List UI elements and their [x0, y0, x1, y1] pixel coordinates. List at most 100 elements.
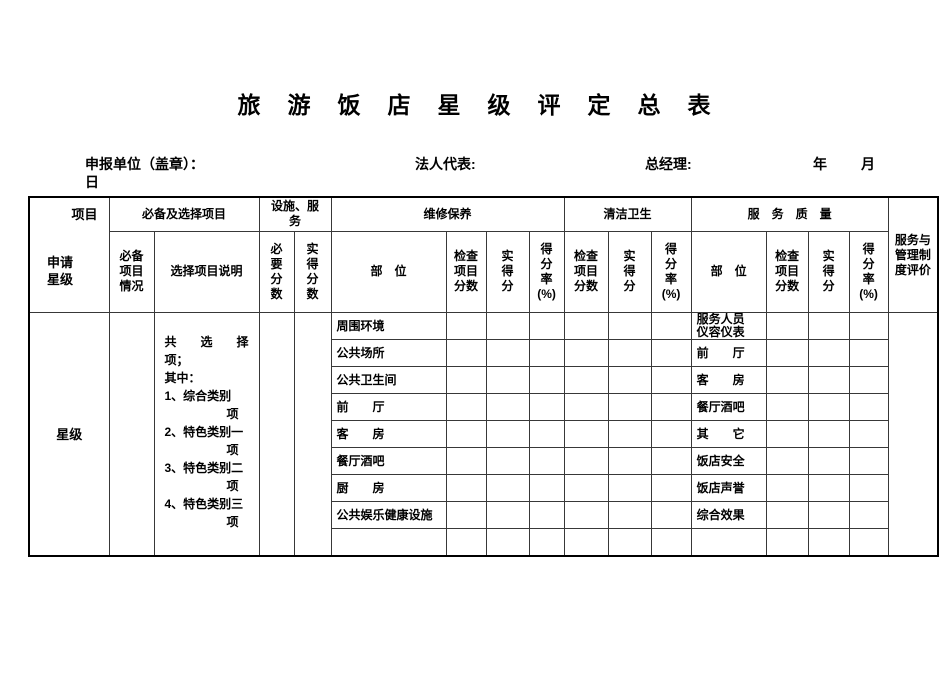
empty-score-cell	[650, 447, 692, 475]
star-level-cell: 星级	[28, 312, 110, 556]
service-area-cell: 客 房	[690, 366, 767, 394]
day-label: 日	[85, 174, 99, 190]
empty-score-cell	[807, 339, 850, 367]
maintenance-area-cell	[330, 528, 447, 556]
empty-score-cell	[807, 420, 850, 448]
empty-score-cell	[848, 420, 889, 448]
rating-table: 项目 申请 星级 必备及选择项目 设施、服 务 维修保养 清洁卫生 服 务 质 …	[28, 196, 940, 557]
empty-score-cell	[563, 393, 609, 421]
empty-score-cell	[445, 366, 487, 394]
empty-score-cell	[485, 366, 530, 394]
header-cleanliness-check-score: 检查 项目 分数	[563, 230, 609, 314]
required-status-cell	[108, 312, 155, 556]
header-cleanliness-group: 清洁卫生	[563, 196, 692, 232]
table-row: 餐厅酒吧 饭店安全	[29, 447, 938, 475]
service-area-cell: 餐厅酒吧	[690, 393, 767, 421]
empty-score-cell	[563, 366, 609, 394]
maintenance-area-cell: 周围环境	[330, 312, 447, 340]
empty-score-cell	[848, 312, 889, 340]
general-manager-label: 总经理:	[645, 156, 692, 172]
empty-score-cell	[765, 501, 809, 529]
empty-score-cell	[607, 420, 652, 448]
empty-score-cell	[485, 420, 530, 448]
selection-item-unit: 项	[226, 515, 239, 529]
empty-score-cell	[445, 312, 487, 340]
empty-score-cell	[563, 447, 609, 475]
empty-score-cell	[528, 447, 565, 475]
maintenance-area-cell: 前 厅	[330, 393, 447, 421]
header-maintenance-group: 维修保养	[330, 196, 565, 232]
empty-score-cell	[650, 474, 692, 502]
empty-score-cell	[650, 420, 692, 448]
table-row: 厨 房 饭店声誉	[29, 474, 938, 502]
empty-score-cell	[485, 339, 530, 367]
empty-score-cell	[485, 474, 530, 502]
page-title: 旅 游 饭 店 星 级 评 定 总 表	[237, 92, 713, 118]
empty-score-cell	[848, 366, 889, 394]
empty-score-cell	[445, 447, 487, 475]
empty-score-cell	[607, 501, 652, 529]
empty-score-cell	[607, 312, 652, 340]
header-service-obtained: 实 得 分	[807, 230, 850, 314]
header-required-status: 必备 项目 情况	[108, 230, 155, 314]
empty-score-cell	[765, 366, 809, 394]
empty-score-cell	[485, 312, 530, 340]
empty-score-cell	[848, 501, 889, 529]
table-row: 公共场所 前 厅	[29, 339, 938, 367]
selection-item-label: 4、特色类别三	[164, 497, 244, 511]
empty-score-cell	[607, 393, 652, 421]
service-mgmt-eval-cell	[887, 312, 939, 556]
selection-item-unit: 项	[226, 407, 239, 421]
empty-score-cell	[650, 366, 692, 394]
declare-unit-label: 申报单位（盖章）：	[85, 156, 204, 172]
empty-score-cell	[807, 447, 850, 475]
header-cleanliness-score-rate: 得 分 率 (%)	[650, 230, 692, 314]
empty-score-cell	[807, 393, 850, 421]
header-selection-desc: 选择项目说明	[153, 230, 260, 314]
header-cleanliness-obtained: 实 得 分	[607, 230, 652, 314]
selection-among-line: 其中：	[164, 371, 201, 385]
table-row	[29, 528, 938, 556]
empty-score-cell	[765, 447, 809, 475]
maintenance-area-cell: 公共娱乐健康设施	[330, 501, 447, 529]
maintenance-area-cell: 公共场所	[330, 339, 447, 367]
empty-score-cell	[445, 393, 487, 421]
empty-score-cell	[607, 528, 652, 556]
maintenance-area-cell: 公共卫生间	[330, 366, 447, 394]
service-area-cell	[690, 528, 767, 556]
service-area-cell: 其 它	[690, 420, 767, 448]
header-obtained-score-full: 实 得 分 数	[293, 230, 332, 314]
selection-item-unit: 项	[226, 479, 239, 493]
selection-item-label: 3、特色类别二	[164, 461, 244, 475]
empty-score-cell	[765, 312, 809, 340]
empty-score-cell	[807, 501, 850, 529]
empty-score-cell	[528, 420, 565, 448]
year-label: 年	[813, 156, 827, 172]
empty-score-cell	[528, 474, 565, 502]
service-area-cell: 服务人员 仪容仪表	[690, 312, 767, 340]
selection-total-line: 共 选 择	[164, 335, 249, 349]
table-row: 星级 共 选 择 项； 其中： 1、综合类别 项 2、特色类别一 项 3、特色类…	[28, 312, 939, 556]
empty-score-cell	[807, 528, 850, 556]
empty-score-cell	[445, 420, 487, 448]
required-score-cell	[258, 312, 295, 556]
header-maintenance-check-score: 检查 项目 分数	[445, 230, 487, 314]
empty-score-cell	[607, 474, 652, 502]
empty-score-cell	[650, 501, 692, 529]
header-maintenance-score-rate: 得 分 率 (%)	[528, 230, 565, 314]
selection-item-label: 2、特色类别一	[164, 425, 244, 439]
legal-rep-label: 法人代表:	[415, 156, 476, 172]
empty-score-cell	[528, 393, 565, 421]
service-area-cell: 前 厅	[690, 339, 767, 367]
empty-score-cell	[485, 393, 530, 421]
service-area-cell: 综合效果	[690, 501, 767, 529]
empty-score-cell	[528, 528, 565, 556]
empty-score-cell	[765, 339, 809, 367]
empty-score-cell	[650, 339, 692, 367]
empty-score-cell	[848, 339, 889, 367]
empty-score-cell	[650, 528, 692, 556]
empty-score-cell	[607, 339, 652, 367]
empty-score-cell	[807, 474, 850, 502]
empty-score-cell	[650, 393, 692, 421]
header-required-score: 必 要 分 数	[258, 230, 295, 314]
